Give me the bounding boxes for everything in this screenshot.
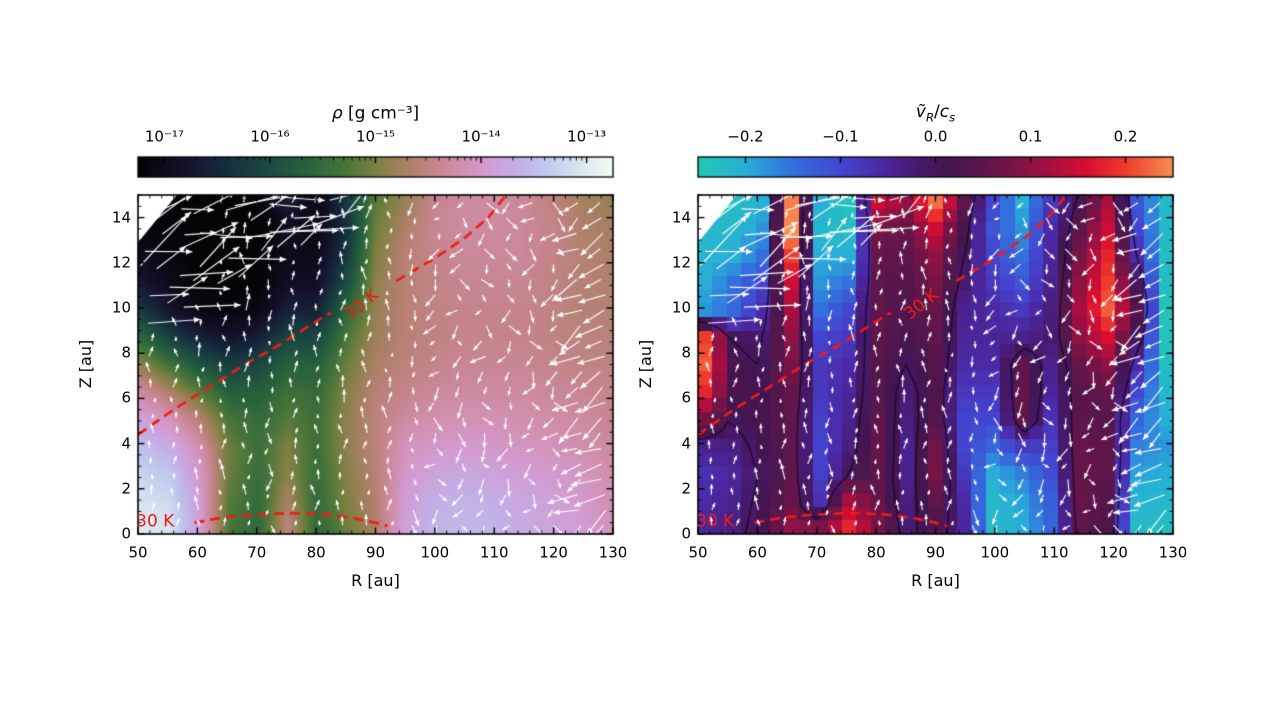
x-tick-label: 80: [866, 543, 886, 562]
x-tick-label: 110: [479, 543, 509, 562]
y-tick-label: 10: [671, 298, 691, 317]
colorbar-tick-label: 10⁻¹³: [567, 127, 607, 146]
y-tick-label: 12: [111, 253, 131, 272]
rho-symbol: ρ: [331, 103, 343, 124]
colorbar-tick-label: 10⁻¹⁴: [461, 127, 501, 146]
colorbar-tick-label: 0.0: [923, 127, 948, 146]
x-tick-label: 100: [980, 543, 1010, 562]
x-tick-label: 90: [925, 543, 946, 562]
x-axis-label-right: R [au]: [911, 571, 960, 590]
x-tick-label: 70: [807, 543, 827, 562]
c-symbol: c: [939, 102, 950, 123]
x-tick-label: 60: [187, 543, 207, 562]
y-tick-label: 4: [121, 434, 131, 453]
x-tick-label: 80: [306, 543, 326, 562]
x-tick-label: 130: [598, 543, 628, 562]
x-tick-label: 100: [420, 543, 450, 562]
y-axis-label-left: Z [au]: [76, 339, 95, 389]
v-tilde-symbol: ṽ: [915, 102, 926, 123]
x-tick-label: 50: [688, 543, 708, 562]
colorbar-tick-label: 0.1: [1018, 127, 1043, 146]
temperature-contour-label: 30 K: [136, 511, 175, 532]
y-tick-label: 2: [681, 479, 691, 498]
colorbar-tick-label: 10⁻¹⁶: [250, 127, 290, 146]
y-tick-label: 14: [111, 208, 131, 227]
rho-units: [g cm⁻³]: [342, 103, 420, 124]
colorbar-tick-label: −0.2: [727, 127, 764, 146]
colorbar-tick-label: 10⁻¹⁷: [144, 127, 184, 146]
y-axis-label-right: Z [au]: [636, 339, 655, 389]
colorbar-tick-label: 0.2: [1113, 127, 1138, 146]
colorbar-tick-label: 10⁻¹⁵: [355, 127, 396, 146]
c-subscript: s: [949, 110, 956, 125]
y-tick-label: 8: [121, 343, 131, 362]
y-tick-label: 10: [111, 298, 131, 317]
y-tick-label: 6: [681, 388, 691, 407]
density-colorbar-title: ρ [g cm⁻³]: [331, 103, 420, 124]
temperature-contour-label: 30 K: [696, 511, 735, 532]
x-tick-label: 50: [128, 543, 148, 562]
y-tick-label: 0: [681, 524, 691, 543]
x-axis-label-left: R [au]: [351, 571, 400, 590]
x-tick-label: 60: [747, 543, 767, 562]
y-tick-label: 12: [671, 253, 691, 272]
x-tick-label: 110: [1039, 543, 1069, 562]
x-tick-label: 70: [247, 543, 267, 562]
velocity-colorbar-title: ṽR/cs: [916, 104, 955, 124]
y-tick-label: 0: [121, 524, 131, 543]
v-subscript: R: [925, 110, 934, 125]
y-tick-label: 8: [681, 343, 691, 362]
colorbar-tick-label: −0.1: [822, 127, 859, 146]
x-tick-label: 90: [365, 543, 386, 562]
y-tick-label: 6: [121, 388, 131, 407]
x-tick-label: 120: [539, 543, 568, 562]
slash: /: [933, 102, 940, 123]
y-tick-label: 4: [681, 434, 691, 453]
x-tick-label: 130: [1158, 543, 1188, 562]
y-tick-label: 14: [671, 208, 691, 227]
x-tick-label: 120: [1099, 543, 1128, 562]
y-tick-label: 2: [121, 479, 131, 498]
